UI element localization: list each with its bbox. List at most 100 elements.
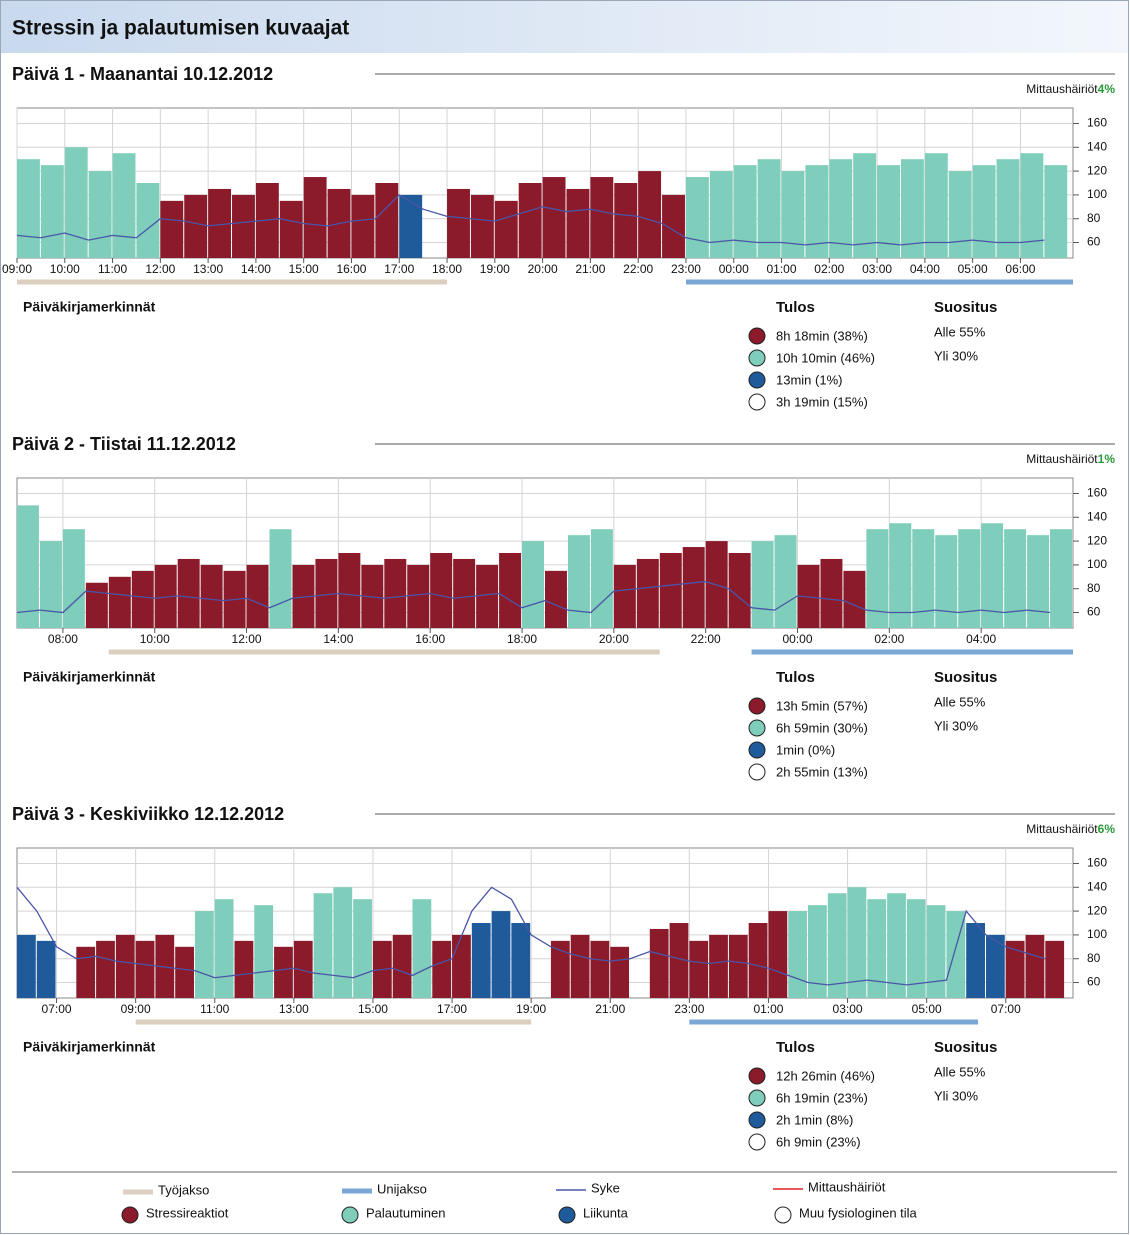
- x-tick-label: 11:00: [98, 262, 127, 276]
- x-tick-label: 07:00: [991, 1002, 1021, 1016]
- bar: [491, 911, 511, 998]
- bar: [85, 582, 108, 628]
- bar: [232, 194, 255, 258]
- bar: [274, 946, 293, 998]
- bar: [184, 194, 208, 258]
- bar: [200, 564, 223, 628]
- bar: [550, 940, 570, 998]
- legend-text: Työjakso: [158, 1182, 209, 1197]
- bar: [175, 946, 194, 998]
- y-tick-label: 140: [1087, 139, 1107, 153]
- bar: [115, 934, 135, 998]
- day-title: Päivä 1 - Maanantai 10.12.2012: [12, 64, 273, 84]
- bar: [590, 529, 613, 628]
- x-tick-label: 16:00: [336, 262, 366, 276]
- x-tick-label: 20:00: [599, 632, 629, 646]
- bar: [88, 171, 112, 258]
- y-tick-label: 120: [1087, 903, 1107, 917]
- day-title: Päivä 3 - Keskiviikko 12.12.2012: [12, 804, 284, 824]
- x-tick-label: 22:00: [691, 632, 721, 646]
- bar: [843, 570, 866, 628]
- bar: [981, 523, 1004, 628]
- x-tick-label: 21:00: [575, 262, 605, 276]
- bar: [432, 940, 452, 998]
- bar: [208, 188, 232, 258]
- result-dot: [748, 327, 766, 345]
- x-tick-label: 08:00: [48, 632, 78, 646]
- x-tick-label: 13:00: [193, 262, 223, 276]
- legend-text: Palautuminen: [366, 1205, 446, 1220]
- bar: [453, 558, 476, 628]
- legend-dot: [121, 1206, 139, 1224]
- legend-text: Unijakso: [377, 1181, 427, 1196]
- bar: [867, 899, 887, 998]
- bar: [303, 177, 327, 258]
- bar: [39, 541, 62, 628]
- result-dot: [748, 1111, 766, 1129]
- bar: [570, 934, 590, 998]
- bar: [338, 553, 361, 628]
- x-tick-label: 17:00: [437, 1002, 467, 1016]
- x-tick-label: 04:00: [910, 262, 940, 276]
- bar: [659, 553, 682, 628]
- diary-label: Päiväkirjamerkinnät: [23, 1039, 156, 1055]
- x-tick-label: 16:00: [415, 632, 445, 646]
- result-text: 12h 26min (46%): [776, 1068, 875, 1083]
- bar: [96, 940, 115, 998]
- recommendation-text: Alle 55%: [934, 694, 986, 709]
- result-text: 6h 59min (30%): [776, 720, 868, 735]
- bar: [924, 153, 948, 258]
- bar: [254, 905, 274, 998]
- y-tick-label: 60: [1087, 975, 1101, 989]
- bar: [135, 940, 155, 998]
- bar: [315, 558, 338, 628]
- bar: [269, 529, 292, 628]
- x-tick-label: 15:00: [358, 1002, 388, 1016]
- x-tick-label: 11:00: [200, 1002, 229, 1016]
- y-tick-label: 80: [1087, 951, 1101, 965]
- bar: [17, 505, 39, 628]
- heart-rate-line: [16, 194, 1045, 246]
- bar: [996, 159, 1020, 258]
- result-dot: [748, 1067, 766, 1085]
- bar: [805, 165, 829, 258]
- bar: [567, 535, 590, 628]
- recommendation-text: Alle 55%: [934, 324, 986, 339]
- bar: [728, 553, 751, 628]
- bar: [412, 899, 432, 998]
- legend-text: Stressireaktiot: [146, 1205, 229, 1220]
- bar: [948, 171, 972, 258]
- bar: [470, 194, 494, 258]
- x-tick-label: 13:00: [279, 1002, 309, 1016]
- x-tick-label: 20:00: [528, 262, 558, 276]
- bar: [906, 899, 926, 998]
- result-label: Tulos: [776, 299, 815, 316]
- x-tick-label: 06:00: [1005, 262, 1035, 276]
- x-tick-label: 15:00: [289, 262, 319, 276]
- x-tick-label: 02:00: [814, 262, 844, 276]
- legend-text: Liikunta: [583, 1205, 629, 1220]
- bar: [829, 159, 853, 258]
- result-text: 2h 55min (13%): [776, 764, 868, 779]
- x-tick-label: 00:00: [719, 262, 749, 276]
- legend-dot: [774, 1206, 792, 1224]
- result-dot: [748, 741, 766, 759]
- x-tick-label: 07:00: [42, 1002, 72, 1016]
- disturbance-value: 4%: [1098, 82, 1116, 96]
- bar: [131, 570, 154, 628]
- bar: [542, 177, 566, 258]
- result-dot: [748, 371, 766, 389]
- bar: [333, 887, 353, 998]
- diary-label: Päiväkirjamerkinnät: [23, 299, 156, 315]
- x-tick-label: 01:00: [767, 262, 797, 276]
- y-tick-label: 100: [1087, 557, 1107, 571]
- bar: [375, 183, 399, 258]
- legend-text: Syke: [591, 1180, 620, 1195]
- bar: [662, 194, 685, 258]
- bar: [353, 899, 372, 998]
- result-text: 6h 9min (23%): [776, 1134, 861, 1149]
- x-tick-label: 19:00: [480, 262, 510, 276]
- x-tick-label: 09:00: [2, 262, 32, 276]
- x-tick-label: 21:00: [595, 1002, 625, 1016]
